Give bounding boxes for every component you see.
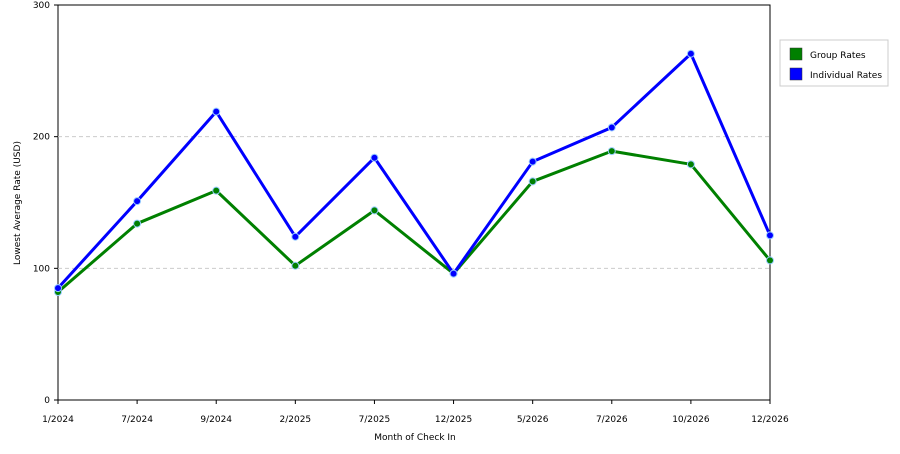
- x-tick-label: 1/2024: [42, 415, 74, 425]
- legend-label: Individual Rates: [810, 71, 882, 81]
- data-point: [54, 284, 62, 293]
- x-tick-label: 7/2025: [359, 415, 391, 425]
- legend-swatch: [789, 67, 803, 81]
- data-point: [607, 123, 616, 132]
- x-tick-label: 7/2026: [596, 415, 628, 425]
- data-point: [766, 256, 774, 265]
- y-tick-label: 100: [33, 264, 50, 274]
- data-point: [212, 107, 221, 116]
- series-line: [56, 52, 772, 290]
- data-point: [686, 49, 695, 58]
- x-tick-label: 10/2026: [672, 415, 710, 425]
- x-tick-label: 12/2025: [435, 415, 472, 425]
- data-point: [449, 269, 458, 278]
- x-axis-label: Month of Check In: [374, 433, 456, 443]
- x-tick-label: 12/2026: [751, 415, 789, 425]
- data-point: [133, 219, 142, 228]
- legend-label: Group Rates: [810, 51, 866, 61]
- x-tick-label: 5/2026: [517, 415, 549, 425]
- series-line: [57, 149, 772, 294]
- data-point: [212, 186, 221, 195]
- data-point: [607, 147, 616, 156]
- y-tick-label: 0: [44, 396, 50, 406]
- y-tick-label: 200: [33, 133, 50, 143]
- y-axis-label: Lowest Average Rate (USD): [13, 141, 23, 265]
- data-point: [133, 197, 142, 206]
- x-tick-label: 2/2025: [279, 415, 311, 425]
- data-point: [528, 157, 537, 166]
- legend-swatch: [789, 47, 803, 61]
- x-tick-label: 9/2024: [200, 415, 232, 425]
- data-point: [291, 261, 300, 270]
- data-point: [370, 206, 379, 215]
- data-point: [766, 231, 774, 240]
- data-point: [686, 160, 695, 169]
- data-point: [528, 177, 537, 186]
- x-tick-label: 7/2024: [121, 415, 153, 425]
- data-point: [370, 153, 379, 162]
- data-point: [291, 232, 300, 241]
- plot-area: [57, 4, 771, 401]
- y-tick-label: 300: [33, 1, 50, 11]
